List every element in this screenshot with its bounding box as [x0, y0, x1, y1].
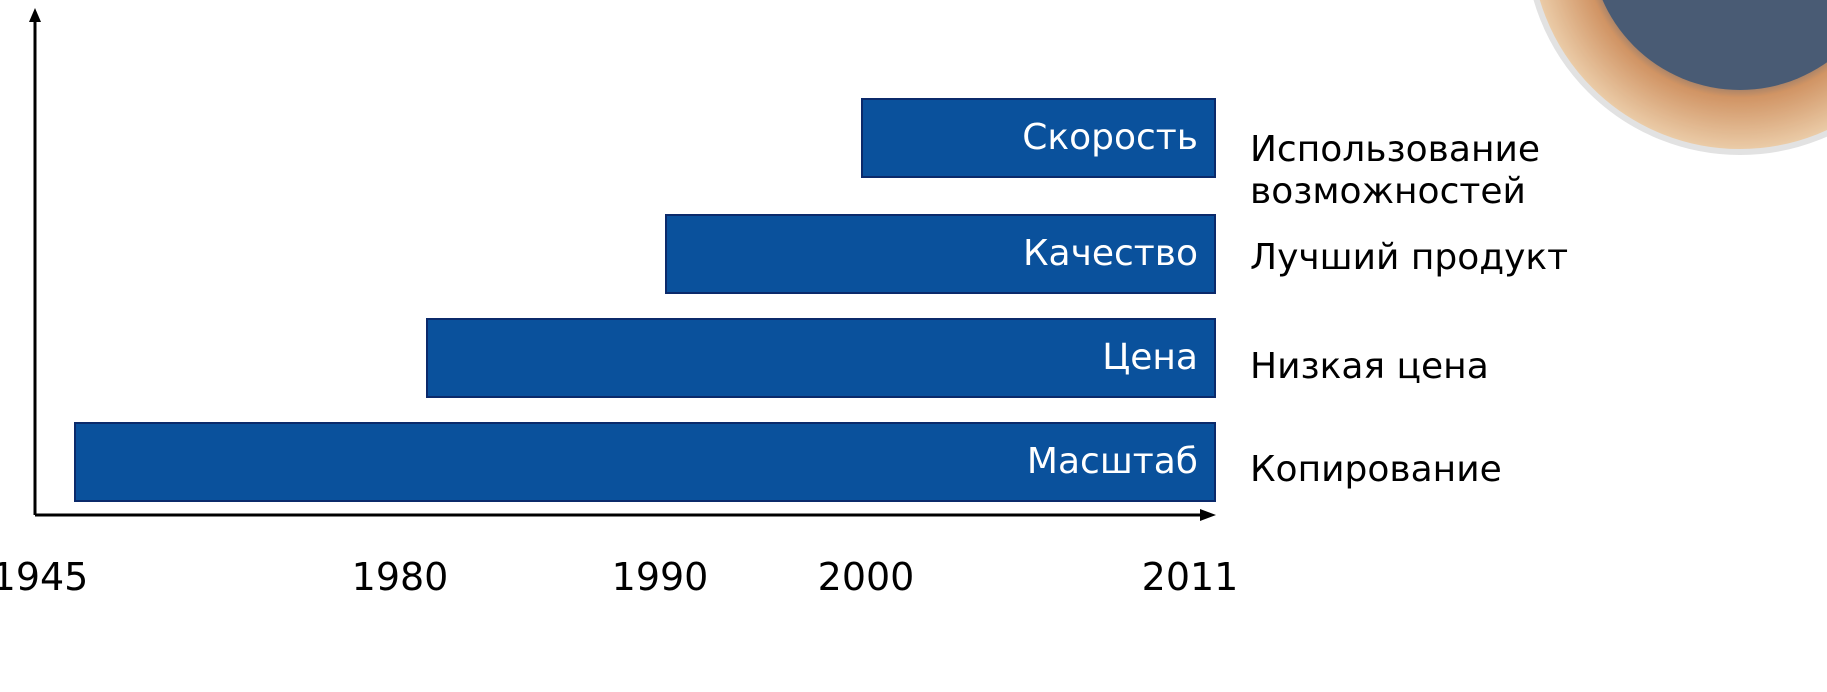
year-label: 1980: [352, 555, 449, 599]
bar: [427, 319, 1215, 397]
year-label: 1945: [0, 555, 88, 599]
slide: 1945 1980 1990 2000 2011 Скорость Использовани…: [0, 0, 1827, 692]
year-label: 1990: [612, 555, 709, 599]
result-label: Копирование: [1250, 449, 1502, 491]
bar-label: Цена: [1102, 337, 1198, 379]
x-arrow: [1200, 509, 1216, 521]
result-label: Лучший продукт: [1250, 237, 1568, 279]
bar-label: Качество: [1023, 233, 1198, 275]
bar-label: Масштаб: [1027, 441, 1198, 483]
result-label: Низкая цена: [1250, 346, 1489, 388]
bar-label: Скорость: [1022, 117, 1198, 159]
year-label: 2000: [818, 555, 915, 599]
result-label: Использование возможностей: [1250, 129, 1580, 213]
year-label: 2011: [1142, 555, 1239, 599]
y-arrow: [29, 8, 41, 22]
